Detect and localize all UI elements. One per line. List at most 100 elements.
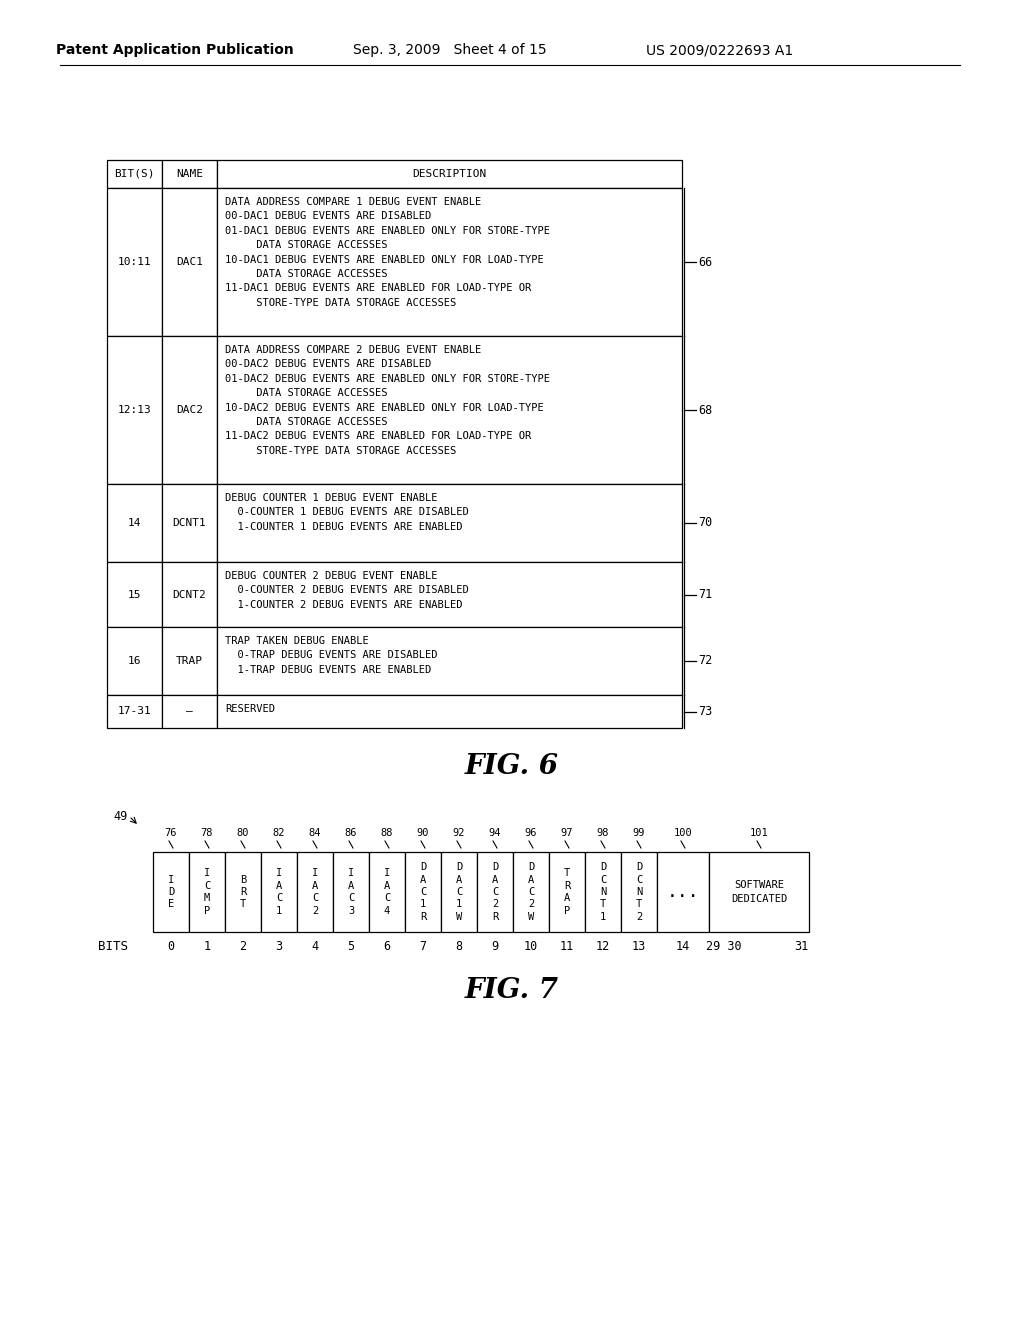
Text: TRAP TAKEN DEBUG ENABLE
  0-TRAP DEBUG EVENTS ARE DISABLED
  1-TRAP DEBUG EVENTS: TRAP TAKEN DEBUG ENABLE 0-TRAP DEBUG EVE… <box>225 636 437 675</box>
Text: US 2009/0222693 A1: US 2009/0222693 A1 <box>646 44 794 57</box>
Text: 10:11: 10:11 <box>118 257 152 267</box>
Bar <box>225 851 261 932</box>
Text: DAC1: DAC1 <box>176 257 203 267</box>
Text: 2: 2 <box>240 940 247 953</box>
Bar <box>106 337 162 484</box>
Text: 8: 8 <box>456 940 463 953</box>
Text: 88: 88 <box>381 828 393 838</box>
Bar <box>217 160 682 187</box>
Text: 12: 12 <box>596 940 610 953</box>
Text: DESCRIPTION: DESCRIPTION <box>413 169 486 180</box>
Text: DCNT1: DCNT1 <box>173 517 207 528</box>
Bar <box>217 337 682 484</box>
Text: 100: 100 <box>674 828 692 838</box>
Text: I
A
C
3: I A C 3 <box>348 869 354 916</box>
Text: 98: 98 <box>597 828 609 838</box>
Text: I
A
C
1: I A C 1 <box>275 869 283 916</box>
Text: BIT(S): BIT(S) <box>115 169 155 180</box>
Text: 84: 84 <box>309 828 322 838</box>
Text: 7: 7 <box>420 940 427 953</box>
Text: DCNT2: DCNT2 <box>173 590 207 599</box>
Bar <box>153 851 189 932</box>
Bar <box>106 484 162 562</box>
Text: I
C
M
P: I C M P <box>204 869 210 916</box>
Text: B
R
T: B R T <box>240 875 246 909</box>
Text: 97: 97 <box>561 828 573 838</box>
Text: 68: 68 <box>698 404 713 417</box>
Text: 73: 73 <box>698 705 713 718</box>
Bar <box>477 851 513 932</box>
Text: 9: 9 <box>492 940 499 953</box>
Text: NAME: NAME <box>176 169 203 180</box>
Text: D
A
C
2
R: D A C 2 R <box>492 862 498 921</box>
Text: 78: 78 <box>201 828 213 838</box>
Text: 92: 92 <box>453 828 465 838</box>
Text: SOFTWARE
DEDICATED: SOFTWARE DEDICATED <box>731 880 787 904</box>
Bar <box>162 627 217 696</box>
Text: 72: 72 <box>698 655 713 668</box>
Text: 86: 86 <box>345 828 357 838</box>
Bar <box>333 851 369 932</box>
Text: 15: 15 <box>128 590 141 599</box>
Text: 71: 71 <box>698 587 713 601</box>
Text: 5: 5 <box>347 940 354 953</box>
Text: 3: 3 <box>275 940 283 953</box>
Bar <box>162 160 217 187</box>
Text: RESERVED: RESERVED <box>225 704 275 714</box>
Text: 31: 31 <box>794 940 808 953</box>
Text: 99: 99 <box>633 828 645 838</box>
Bar <box>162 696 217 729</box>
Bar <box>657 851 709 932</box>
Text: DEBUG COUNTER 1 DEBUG EVENT ENABLE
  0-COUNTER 1 DEBUG EVENTS ARE DISABLED
  1-C: DEBUG COUNTER 1 DEBUG EVENT ENABLE 0-COU… <box>225 492 469 532</box>
Text: 96: 96 <box>524 828 538 838</box>
Text: BITS: BITS <box>98 940 128 953</box>
Text: TRAP: TRAP <box>176 656 203 667</box>
Bar <box>162 562 217 627</box>
Text: D
A
C
1
R: D A C 1 R <box>420 862 426 921</box>
Text: 10: 10 <box>524 940 539 953</box>
Text: 82: 82 <box>272 828 286 838</box>
Text: I
A
C
2: I A C 2 <box>312 869 318 916</box>
Text: –: – <box>186 706 193 717</box>
Text: 101: 101 <box>750 828 768 838</box>
Text: Patent Application Publication: Patent Application Publication <box>56 44 294 57</box>
Bar <box>549 851 585 932</box>
Bar <box>189 851 225 932</box>
Text: 66: 66 <box>698 256 713 268</box>
Text: 14: 14 <box>128 517 141 528</box>
Bar <box>162 337 217 484</box>
Text: Sep. 3, 2009   Sheet 4 of 15: Sep. 3, 2009 Sheet 4 of 15 <box>353 44 547 57</box>
Bar <box>261 851 297 932</box>
Text: 12:13: 12:13 <box>118 405 152 414</box>
Bar <box>217 627 682 696</box>
Text: 0: 0 <box>168 940 174 953</box>
Text: D
C
N
T
1: D C N T 1 <box>600 862 606 921</box>
Bar <box>297 851 333 932</box>
Bar <box>162 484 217 562</box>
Text: I
D
E: I D E <box>168 875 174 909</box>
Bar <box>217 696 682 729</box>
Text: 70: 70 <box>698 516 713 529</box>
Bar <box>709 851 809 932</box>
Bar <box>106 160 162 187</box>
Text: 17-31: 17-31 <box>118 706 152 717</box>
Text: DATA ADDRESS COMPARE 2 DEBUG EVENT ENABLE
00-DAC2 DEBUG EVENTS ARE DISABLED
01-D: DATA ADDRESS COMPARE 2 DEBUG EVENT ENABL… <box>225 345 550 455</box>
Text: I
A
C
4: I A C 4 <box>384 869 390 916</box>
Text: D
C
N
T
2: D C N T 2 <box>636 862 642 921</box>
Bar <box>106 187 162 337</box>
Bar <box>585 851 621 932</box>
Text: T
R
A
P: T R A P <box>564 869 570 916</box>
Text: 76: 76 <box>165 828 177 838</box>
Text: 4: 4 <box>311 940 318 953</box>
Bar <box>106 627 162 696</box>
Bar <box>106 562 162 627</box>
Text: DAC2: DAC2 <box>176 405 203 414</box>
Text: FIG. 6: FIG. 6 <box>465 752 559 780</box>
Text: FIG. 7: FIG. 7 <box>465 978 559 1005</box>
Text: 16: 16 <box>128 656 141 667</box>
Text: D
A
C
2
W: D A C 2 W <box>528 862 535 921</box>
Bar <box>621 851 657 932</box>
Text: 1: 1 <box>204 940 211 953</box>
Text: D
A
C
1
W: D A C 1 W <box>456 862 462 921</box>
Bar <box>513 851 549 932</box>
